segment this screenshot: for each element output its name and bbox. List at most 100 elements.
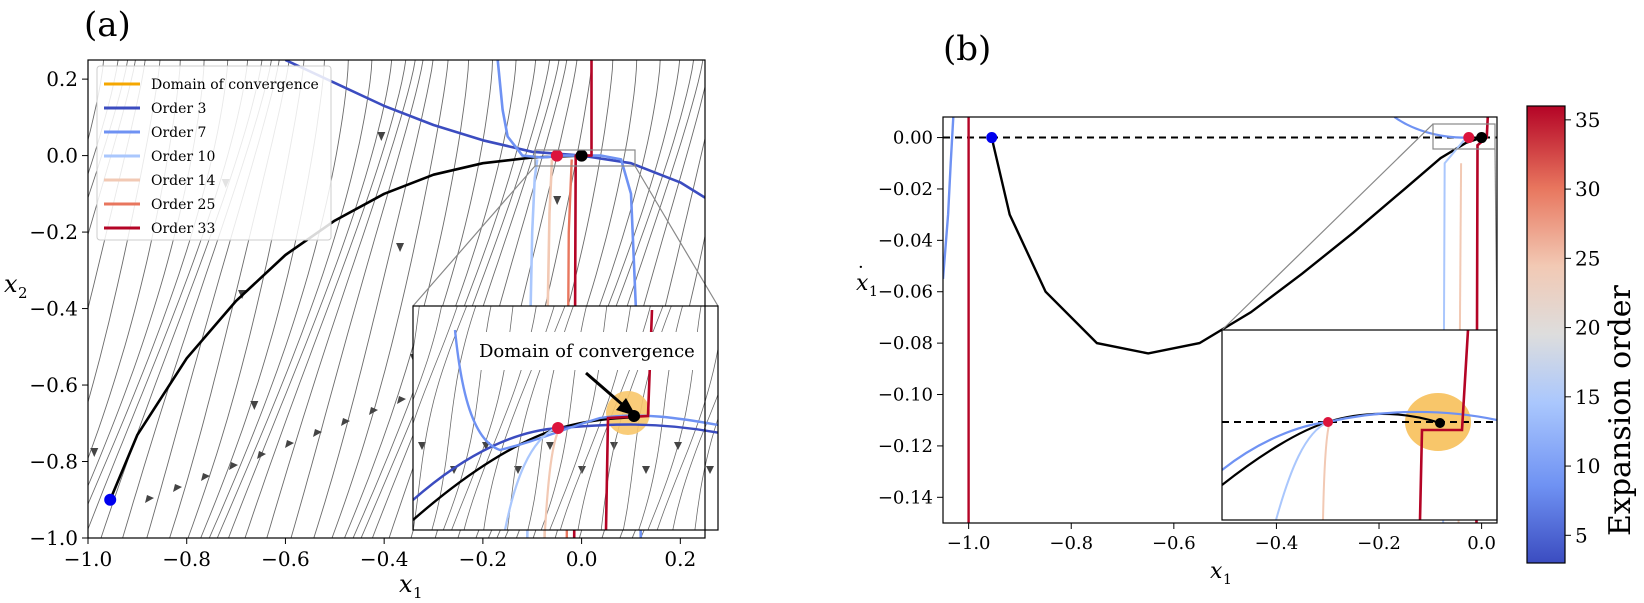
b-ytick-label: −0.08 (878, 333, 933, 354)
inset-order7 (453, 329, 718, 452)
inset-streamline (549, 306, 608, 530)
a-xtick-label: −0.2 (459, 547, 508, 571)
a-ytick-label: −1.0 (29, 526, 78, 550)
inset-streamline (638, 306, 683, 530)
inset-streamline (413, 306, 458, 425)
b-inset-order10 (1275, 421, 1329, 520)
b-inset-black-point (1435, 418, 1445, 428)
flow-arrow (79, 337, 87, 346)
inset-order10 (503, 427, 557, 530)
colorbar-tick-label: 20 (1575, 316, 1600, 340)
panel-a-legend: Domain of convergence Order 3 Order 7 Order… (96, 65, 332, 241)
streamline (290, 60, 424, 538)
streamline (344, 60, 470, 538)
legend-label-5: Order 25 (151, 197, 215, 213)
b-xtick-label: −0.2 (1357, 533, 1401, 554)
annotation-arrow (585, 371, 625, 408)
panel-b-label: (b) (943, 29, 991, 69)
b-inset-order33 (1418, 330, 1470, 520)
colorbar-tick-label: 5 (1575, 523, 1588, 547)
b-xtick-label: −0.6 (1152, 533, 1196, 554)
inset-streamline (507, 306, 566, 530)
b-ytick-label: −0.14 (878, 487, 933, 508)
inset-streamline (656, 346, 718, 530)
inset-flow-arrow (514, 466, 522, 474)
inset-streamline (483, 306, 555, 530)
panel-b-inset (1221, 329, 1498, 521)
inset-streamline (540, 306, 587, 530)
panel-a-ylabel: x 2 (4, 270, 28, 302)
colorbar-gradient (1526, 105, 1566, 564)
colorbar-tick-label: 35 (1575, 108, 1600, 132)
a-xtick-label: −0.4 (360, 547, 409, 571)
flow-arrow (553, 196, 562, 205)
flow-arrow (285, 440, 294, 448)
legend-label-3: Order 10 (151, 149, 215, 165)
legend-label-4: Order 14 (151, 173, 215, 189)
svg-text:1: 1 (1223, 572, 1232, 588)
panel-b-ticks: −1.0 −0.8 −0.6 −0.4 −0.2 0.0 0.00 −0.02 −0.04 −0.… (878, 128, 1496, 554)
streamline (208, 60, 349, 538)
panel-a-label: (a) (84, 5, 131, 45)
streamline (331, 60, 449, 538)
inset-streamline (451, 306, 514, 530)
streamline (216, 60, 373, 538)
b-ytick-label: −0.06 (878, 282, 933, 303)
series-line-a-0 (109, 154, 582, 501)
panel-b-xlabel: x 1 (1210, 559, 1232, 588)
svg-text:x: x (856, 271, 869, 296)
inset-flow-arrow (706, 466, 714, 474)
colorbar: 5 10 15 20 25 30 35 Expansion order (1526, 105, 1638, 564)
svg-text:1: 1 (413, 584, 423, 602)
flow-arrow (397, 396, 406, 404)
b-ytick-label: −0.02 (878, 179, 933, 200)
flow-arrow (229, 462, 238, 470)
colorbar-label: Expansion order (1603, 285, 1638, 536)
flow-arrow (90, 448, 99, 457)
panel-b-frame (942, 116, 1498, 524)
fixed-point-b-black (1476, 132, 1488, 144)
panel-b-ylabel: x 1 · (856, 257, 878, 300)
flow-arrow (173, 484, 182, 492)
svg-text:x: x (4, 270, 18, 298)
flow-arrow (201, 473, 210, 481)
annotation-arrowhead (616, 398, 636, 416)
b-xtick-label: −0.8 (1049, 533, 1093, 554)
fixed-point-a-black (575, 149, 588, 162)
b-ytick-label: 0.00 (893, 128, 933, 149)
a-xtick-label: −0.8 (162, 547, 211, 571)
a-xtick-label: −0.6 (261, 547, 310, 571)
inset-red-point (552, 422, 564, 434)
inset-streamline (442, 306, 492, 530)
panel-b: −1.0 −0.8 −0.6 −0.4 −0.2 0.0 0.00 −0.02 −0.04 −0.… (856, 116, 1498, 588)
flow-arrow (250, 401, 259, 410)
inset-streamline (527, 306, 574, 530)
fixed-point-a-red (550, 149, 563, 162)
streamline (352, 60, 493, 538)
flow-arrow (257, 451, 266, 459)
a-ytick-label: 0.2 (46, 67, 78, 91)
legend-label-6: Order 33 (151, 221, 215, 237)
legend-label-1: Order 3 (151, 101, 206, 117)
legend-label-2: Order 7 (151, 125, 206, 141)
panel-a-xlabel: x 1 (399, 570, 423, 602)
inset-annotation-box (470, 332, 702, 370)
svg-text:x: x (1210, 559, 1223, 584)
inset-streamline (672, 393, 718, 530)
colorbar-tick-label: 15 (1575, 385, 1600, 409)
flow-arrow (377, 132, 386, 141)
a-xtick-label: −1.0 (64, 547, 113, 571)
inset-streamline (431, 306, 477, 530)
legend-label-0: Domain of convergence (151, 77, 319, 93)
b-xtick-label: −1.0 (947, 533, 991, 554)
series-line-a-1 (284, 60, 705, 199)
panel-a-zoom-box (412, 149, 719, 307)
streamline (266, 60, 416, 538)
inset-streamline (694, 417, 718, 530)
inset-annotation: Domain of convergence (479, 341, 695, 362)
streamline (244, 60, 407, 538)
flow-arrow (369, 407, 378, 415)
inset-streamline (413, 306, 442, 402)
flow-arrow (45, 115, 53, 124)
